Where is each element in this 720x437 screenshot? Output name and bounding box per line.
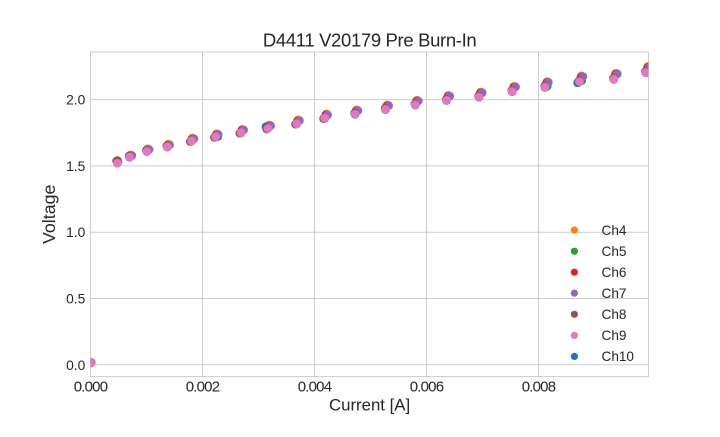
svg-text:Ch10: Ch10 xyxy=(602,349,635,364)
svg-text:Ch7: Ch7 xyxy=(602,286,627,301)
svg-text:Voltage: Voltage xyxy=(39,185,59,244)
svg-text:Ch6: Ch6 xyxy=(602,265,627,280)
svg-text:D4411 V20179 Pre Burn-In: D4411 V20179 Pre Burn-In xyxy=(263,30,476,51)
svg-text:Ch5: Ch5 xyxy=(602,244,627,259)
svg-text:0.0: 0.0 xyxy=(66,358,86,373)
svg-text:Ch4: Ch4 xyxy=(602,223,627,238)
svg-text:0.000: 0.000 xyxy=(74,379,108,396)
svg-text:Ch8: Ch8 xyxy=(602,307,627,322)
svg-text:2.0: 2.0 xyxy=(66,93,86,108)
svg-text:0.5: 0.5 xyxy=(66,292,86,307)
svg-text:0.002: 0.002 xyxy=(186,379,220,396)
svg-text:Current [A]: Current [A] xyxy=(329,396,410,415)
svg-text:1.0: 1.0 xyxy=(66,225,86,240)
svg-text:Ch9: Ch9 xyxy=(602,328,627,343)
svg-text:0.008: 0.008 xyxy=(522,379,556,396)
svg-text:0.006: 0.006 xyxy=(410,379,444,396)
svg-text:1.5: 1.5 xyxy=(66,159,86,174)
svg-text:0.004: 0.004 xyxy=(298,379,332,396)
